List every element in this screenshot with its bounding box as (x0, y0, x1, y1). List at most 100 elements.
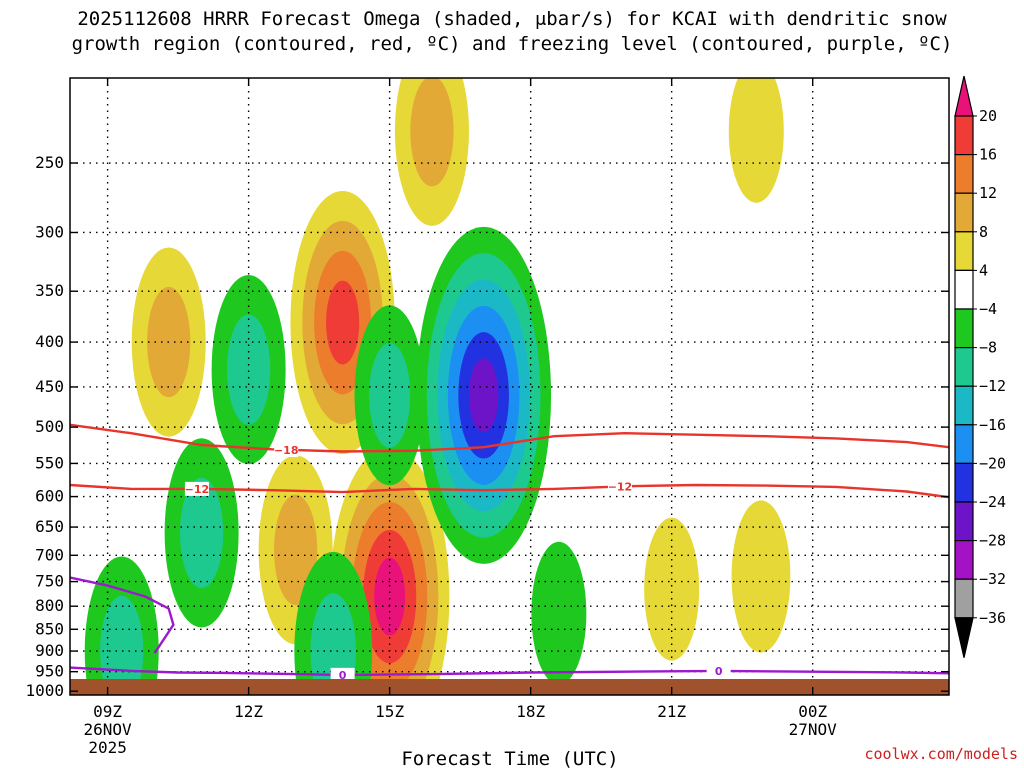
y-tick-label-800: 800 (35, 596, 64, 615)
colorbar-label-6: −8 (979, 339, 997, 357)
x-date-label-09Z: 26NOV (84, 720, 133, 739)
omega-level-2 (410, 78, 454, 187)
colorbar-label-10: −24 (979, 493, 1006, 511)
colorbar-label-5: −4 (979, 300, 997, 318)
omega-level-5 (374, 557, 406, 636)
colorbar-label-11: −28 (979, 532, 1006, 550)
rising-omega-region-7 (731, 500, 791, 653)
sinking-omega-region-8 (416, 226, 552, 564)
colorbar-band-6 (954, 308, 974, 349)
colorbar-label-12: −32 (979, 570, 1006, 588)
colorbar-label-1: 16 (979, 146, 997, 164)
y-tick-label-700: 700 (35, 545, 64, 564)
colorbar-label-0: 20 (979, 107, 997, 125)
y-tick-label-650: 650 (35, 517, 64, 536)
x-tick-label-15Z: 15Z (375, 702, 404, 721)
contour-line--12 (70, 483, 949, 499)
y-tick-label-400: 400 (35, 332, 64, 351)
y-tick-label-250: 250 (35, 153, 64, 172)
y-tick-label-500: 500 (35, 417, 64, 436)
y-tick-label-950: 950 (35, 662, 64, 681)
x-tick-label-18Z: 18Z (516, 702, 545, 721)
contour-label-bg-3 (330, 667, 355, 682)
omega-level-4 (326, 280, 360, 365)
omega-shading (84, 78, 791, 695)
x-tick-label-09Z: 09Z (93, 702, 122, 721)
y-tick-label-1000: 1000 (25, 681, 64, 700)
colorbar-band-3 (954, 192, 974, 233)
x-date-label-00Z: 27NOV (789, 720, 838, 739)
omega-level-6 (468, 358, 499, 433)
sinking-omega-region-11 (164, 438, 239, 628)
chart-title-line2: growth region (contoured, red, ºC) and f… (72, 33, 953, 55)
omega-level-1 (644, 517, 700, 661)
omega-level-1 (728, 78, 784, 203)
colorbar: 20 16 12 8 4 −4 −8 −12 −16 −20 −24 −28 −32 −36 (954, 75, 1006, 658)
colorbar-label-13: −36 (979, 609, 1006, 627)
grid-lines (70, 78, 949, 695)
contour-line-0 (70, 666, 949, 677)
y-tick-label-350: 350 (35, 281, 64, 300)
omega-level-2 (180, 477, 224, 589)
rising-omega-region-6 (644, 517, 700, 661)
contour-label-4: 0 (715, 665, 723, 678)
omega-level-2 (227, 314, 271, 425)
x-axis-title: Forecast Time (UTC) (401, 748, 618, 768)
pressure-axis: 250 300 350 400 450 500 550 600 650 700 750 800 850 9… (25, 153, 949, 700)
colorbar-band-bottom (954, 617, 974, 658)
x-tick-label-21Z: 21Z (657, 702, 686, 721)
colorbar-label-8: −16 (979, 416, 1006, 434)
chart-title-line1: 2025112608 HRRR Forecast Omega (shaded, … (77, 8, 947, 30)
omega-level-2 (274, 494, 318, 606)
contour-label-0: −18 (274, 444, 299, 457)
contour-label-bg-0 (274, 443, 299, 458)
sinking-omega-region-14 (531, 541, 587, 685)
contour-label-bg-1 (184, 481, 209, 496)
x-year-label-09Z: 2025 (88, 738, 127, 757)
y-tick-label-550: 550 (35, 453, 64, 472)
omega-level-1 (731, 500, 791, 653)
colorbar-band-10 (954, 462, 974, 503)
rising-omega-region-5 (728, 78, 784, 203)
y-tick-label-450: 450 (35, 377, 64, 396)
colorbar-band-7 (954, 347, 974, 387)
omega-level-1 (531, 541, 587, 685)
freezing-level-upper-branch (70, 576, 175, 654)
contour-labels: −18 −12 −12 0 0 (185, 443, 731, 682)
colorbar-band-5 (954, 269, 974, 310)
y-tick-label-300: 300 (35, 222, 64, 241)
y-tick-label-850: 850 (35, 619, 64, 638)
colorbar-label-4: 4 (979, 261, 988, 279)
colorbar-label-9: −20 (979, 454, 1006, 472)
colorbar-band-11 (954, 501, 974, 542)
rising-omega-region-2 (394, 78, 469, 226)
contour-label-bg-2 (607, 479, 632, 494)
source-credit: coolwx.com/models (864, 745, 1018, 763)
colorbar-band-12 (954, 539, 974, 580)
contour-label-3: 0 (339, 669, 347, 682)
contour-line--18 (70, 423, 949, 453)
y-tick-label-600: 600 (35, 487, 64, 506)
colorbar-label-2: 12 (979, 184, 997, 202)
contour-lines (70, 423, 949, 677)
omega-level-2 (369, 342, 411, 448)
sinking-omega-region-10 (354, 305, 425, 486)
ground-strip (70, 679, 949, 695)
x-tick-label-12Z: 12Z (234, 702, 263, 721)
x-tick-label-00Z: 00Z (798, 702, 827, 721)
colorbar-label-7: −12 (979, 377, 1006, 395)
y-tick-label-750: 750 (35, 572, 64, 591)
colorbar-band-9 (954, 424, 974, 464)
colorbar-band-2 (954, 154, 974, 194)
colorbar-label-3: 8 (979, 223, 988, 241)
contour-label-1: −12 (185, 483, 210, 496)
sinking-omega-region-13 (294, 551, 373, 695)
y-tick-label-900: 900 (35, 641, 64, 660)
colorbar-band-top (954, 75, 974, 117)
contour-label-bg-4 (706, 663, 731, 678)
colorbar-band-8 (954, 385, 974, 426)
colorbar-band-13 (954, 578, 974, 619)
contour-label-2: −12 (608, 480, 633, 493)
